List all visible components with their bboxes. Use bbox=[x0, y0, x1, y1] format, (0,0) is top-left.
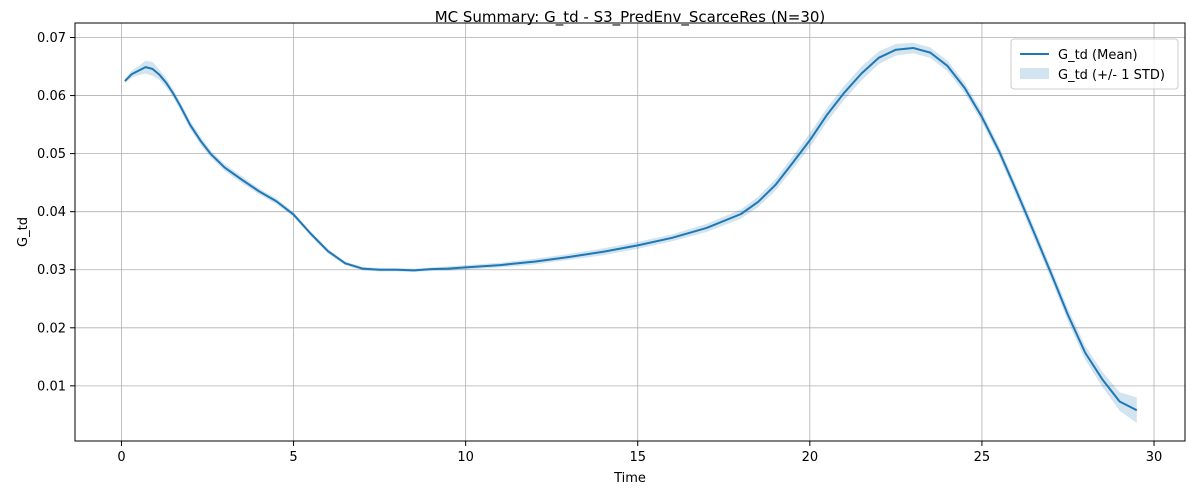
x-tick-label: 15 bbox=[629, 450, 646, 465]
x-tick-label: 20 bbox=[802, 450, 819, 465]
ticks: 0 5 10 15 20 25 30 0.01 0.02 0.03 0.04 0.05 0.06 0.07 bbox=[37, 31, 1162, 465]
x-tick-label: 5 bbox=[289, 450, 297, 465]
x-tick-label: 25 bbox=[974, 450, 991, 465]
plot-frame bbox=[74, 22, 1186, 442]
legend: G_td (Mean) G_td (+/- 1 STD) bbox=[1010, 38, 1179, 90]
y-tick-label: 0.04 bbox=[37, 205, 66, 220]
y-tick-label: 0.03 bbox=[37, 263, 66, 278]
y-tick-label: 0.05 bbox=[37, 147, 66, 162]
chart-title: MC Summary: G_td - S3_PredEnv_ScarceRes … bbox=[435, 8, 826, 27]
x-axis-title: Time bbox=[613, 471, 646, 486]
y-tick-label: 0.07 bbox=[37, 31, 66, 46]
mean-line-layer bbox=[124, 46, 1138, 412]
y-tick-label: 0.01 bbox=[37, 379, 66, 394]
legend-box bbox=[1010, 38, 1179, 90]
y-axis-title: G_td bbox=[16, 217, 31, 247]
x-tick-label: 10 bbox=[457, 450, 474, 465]
mean-line bbox=[124, 46, 1138, 412]
legend-swatch-std-band bbox=[1020, 68, 1049, 79]
legend-label-mean: G_td (Mean) bbox=[1058, 48, 1138, 63]
y-tick-label: 0.02 bbox=[37, 321, 66, 336]
y-tick-label: 0.06 bbox=[37, 89, 66, 104]
x-tick-label: 30 bbox=[1146, 450, 1163, 465]
legend-label-std: G_td (+/- 1 STD) bbox=[1058, 68, 1165, 83]
x-tick-label: 0 bbox=[117, 450, 125, 465]
grid bbox=[75, 23, 1185, 441]
